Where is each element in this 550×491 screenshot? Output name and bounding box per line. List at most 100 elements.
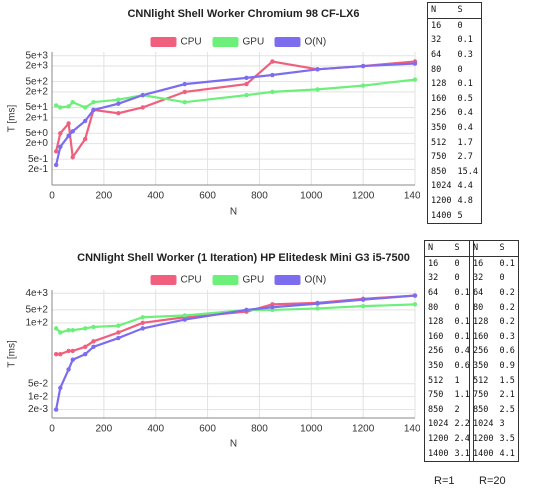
- data-point: [66, 367, 71, 372]
- x-tick-label: 800: [251, 424, 268, 435]
- data-point: [270, 89, 275, 95]
- data-point: [70, 327, 75, 333]
- data-point: [270, 59, 275, 64]
- y-tick-label: 5e+2: [25, 76, 48, 87]
- cell: 32: [473, 273, 484, 284]
- cell: 0.2: [499, 317, 515, 328]
- cell: 1024: [428, 419, 449, 430]
- data-point: [315, 87, 320, 92]
- cell: 0: [457, 20, 463, 31]
- data-point: [116, 101, 121, 106]
- cell: 1.5: [499, 375, 515, 386]
- data-point: [140, 315, 145, 320]
- data-point: [70, 129, 75, 134]
- cell: 32: [431, 35, 442, 46]
- table: N S 16 0 32 0 64 0.1 80 0 128 0.1 160 0.1 256 0.4 350 0.6…: [424, 240, 474, 462]
- x-tick-label: 600: [199, 191, 216, 202]
- data-point: [91, 99, 96, 105]
- x-tick-label: 200: [96, 191, 113, 202]
- cell: 350: [431, 123, 447, 134]
- cell: 1400: [431, 210, 452, 221]
- data-point: [315, 67, 320, 72]
- x-tick-label: 1400: [404, 424, 420, 435]
- cell: 0.9: [499, 361, 515, 372]
- chart-title: CNNlight Shell Worker Chromium 98 CF-LX6: [127, 8, 359, 20]
- cell: 160: [473, 331, 489, 342]
- cell: 256: [428, 346, 444, 357]
- data-point: [315, 306, 320, 311]
- data-point: [182, 81, 187, 87]
- column-header: N: [424, 240, 452, 257]
- cell: 0.1: [454, 288, 470, 299]
- cell: 0.1: [499, 258, 515, 269]
- cell: 1200: [431, 196, 452, 207]
- cell: 256: [473, 346, 489, 357]
- y-tick-label: 2e+3: [25, 61, 48, 72]
- cell: 256: [431, 108, 447, 119]
- series-line: [56, 294, 416, 356]
- cell: 3: [499, 419, 505, 430]
- legend-swatch: [150, 275, 177, 285]
- cell: 2.2: [454, 419, 470, 430]
- cell: 750: [428, 390, 444, 401]
- cell: 0: [457, 64, 463, 75]
- data-point: [82, 351, 88, 357]
- data-point: [70, 357, 75, 362]
- data-point: [53, 407, 59, 412]
- legend-label: CPU: [181, 37, 202, 48]
- cell: 2.1: [499, 390, 515, 401]
- data-point: [182, 313, 187, 318]
- data-point: [53, 149, 59, 154]
- cell: 80: [428, 302, 439, 313]
- cell: 64: [473, 288, 484, 299]
- cell: 1400: [473, 448, 494, 459]
- table-caption: R=20: [479, 475, 506, 487]
- series-line: [55, 62, 416, 166]
- column-header: N: [427, 2, 455, 19]
- data-point: [66, 348, 71, 354]
- x-tick-label: 0: [49, 191, 55, 202]
- cell: 512: [428, 375, 444, 386]
- cell: 0.4: [457, 123, 473, 134]
- cell: 0.5: [457, 93, 473, 104]
- data-point: [182, 317, 187, 322]
- cell: 3.1: [454, 448, 470, 459]
- y-tick-label: 5e-2: [28, 378, 48, 389]
- legend-label: GPU: [243, 275, 265, 286]
- data-point: [360, 303, 366, 309]
- data-point: [82, 326, 88, 331]
- column-header: S: [496, 240, 519, 257]
- data-point: [70, 99, 75, 105]
- data-point: [116, 110, 121, 116]
- cell: 0: [454, 273, 460, 284]
- cell: 0.1: [457, 35, 473, 46]
- data-point: [82, 118, 88, 124]
- cell: 2.5: [499, 404, 515, 415]
- column-header: S: [454, 2, 482, 19]
- cell: 0: [454, 258, 460, 269]
- cell: 850: [428, 404, 444, 415]
- cell: 4.4: [457, 181, 473, 192]
- data-point: [140, 105, 145, 110]
- data-point: [91, 107, 96, 113]
- data-point: [244, 92, 249, 98]
- series-line: [55, 60, 416, 161]
- cell: 80: [431, 64, 442, 75]
- data-point: [412, 77, 418, 82]
- cell: 1024: [431, 181, 452, 192]
- y-tick-label: 2e+2: [25, 87, 48, 98]
- cell: 0: [454, 302, 460, 313]
- x-tick-label: 600: [199, 424, 216, 435]
- x-tick-label: 1400: [404, 191, 420, 202]
- data-point: [58, 131, 63, 136]
- cell: 2.7: [457, 152, 473, 163]
- charts: CNNlight Shell Worker Chromium 98 CF-LX6…: [7, 8, 420, 450]
- cell: 16: [473, 258, 484, 269]
- data-point: [412, 61, 418, 66]
- data-point: [182, 89, 187, 95]
- cell: 750: [473, 390, 489, 401]
- data-point: [53, 326, 59, 331]
- cell: 16: [428, 258, 439, 269]
- legend-label: O(N): [305, 37, 327, 48]
